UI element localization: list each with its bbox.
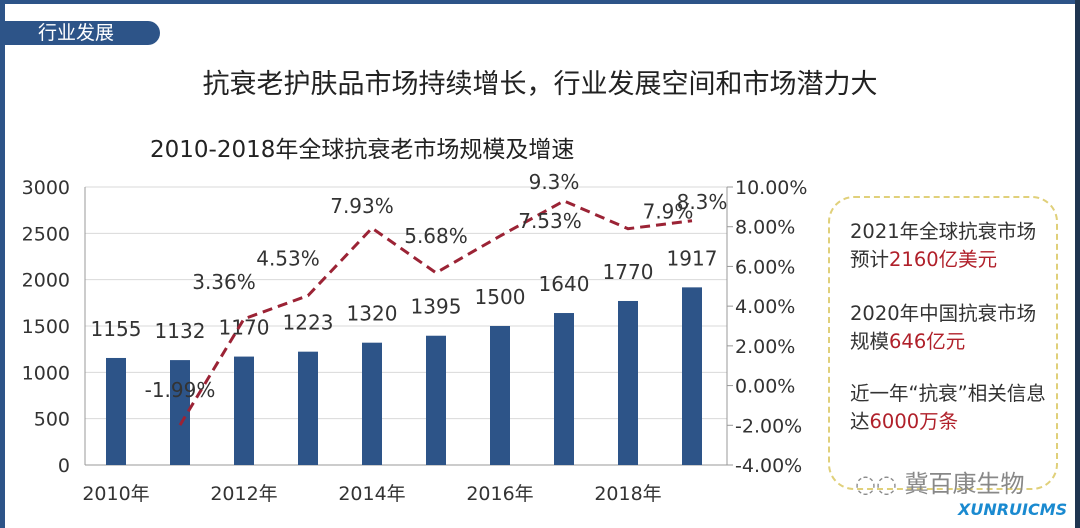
x-tick-label: 2016年 [466,483,533,505]
bar [426,335,446,465]
growth-label: 8.3% [677,190,728,214]
watermark: ◌◌ 冀百康生物 [855,470,1025,498]
bar [490,326,510,465]
y-right-tick-label: -4.00% [735,455,802,477]
y-left-tick-label: 2500 [22,223,70,245]
bar [298,351,318,465]
left-border [0,0,5,528]
growth-label: 9.3% [529,170,580,194]
y-left-tick-label: 1500 [22,316,70,338]
y-left-tick-label: 3000 [22,177,70,199]
y-right-tick-label: 0.00% [735,376,795,398]
top-border [0,0,1080,4]
brand-watermark: XUNRUICMS [958,500,1068,519]
growth-label: 7.93% [330,194,394,218]
page-title: 抗衰老护肤品市场持续增长，行业发展空间和市场潜力大 [202,69,878,100]
bar [234,356,254,465]
x-tick-label: 2014年 [338,483,405,505]
x-tick-label: 2018年 [594,483,661,505]
x-tick-label: 2012年 [210,483,277,505]
bar-label: 1132 [155,319,206,343]
bar-label: 1155 [91,317,142,341]
bar-label: 1170 [219,316,270,340]
y-right-tick-label: 10.00% [735,177,807,199]
y-left-tick-label: 1000 [22,362,70,384]
y-right-tick-label: 6.00% [735,256,795,278]
y-right-tick-label: -2.00% [735,415,802,437]
growth-label: 7.53% [518,209,582,233]
growth-label: 4.53% [256,247,320,271]
growth-label: -1.99% [145,378,216,402]
info-box: 2021年全球抗衰市场预计2160亿美元 2020年中国抗衰市场规模646亿元 … [828,196,1058,490]
bar [106,357,126,465]
bar-label: 1223 [283,311,334,335]
info-item-2: 2020年中国抗衰市场规模646亿元 [850,302,1037,353]
y-right-tick-label: 2.00% [735,336,795,358]
y-left-tick-label: 2000 [22,270,70,292]
y-left-tick-label: 500 [34,409,70,431]
bar [362,342,382,465]
y-left-tick-label: 0 [58,455,70,477]
bar-label: 1640 [539,272,590,296]
bar-label: 1917 [667,246,718,270]
bar [618,300,638,465]
bar-label: 1500 [475,285,526,309]
section-label: 行业发展 [0,21,160,45]
info-item-3: 近一年“抗衰”相关信息达6000万条 [850,382,1046,433]
info-item-1: 2021年全球抗衰市场预计2160亿美元 [850,220,1037,271]
bar [554,313,574,465]
bar [170,360,190,465]
growth-line [178,199,693,426]
x-tick-label: 2010年 [82,483,149,505]
bar-label: 1395 [411,295,462,319]
bar-label: 1770 [603,260,654,284]
y-right-tick-label: 8.00% [735,217,795,239]
chart-title: 2010-2018年全球抗衰老市场规模及增速 [150,137,575,163]
y-right-tick-label: 4.00% [735,296,795,318]
bar [682,287,702,465]
bar-label: 1320 [347,302,398,326]
growth-label: 7.9% [643,200,694,224]
wechat-icon: ◌◌ [855,470,905,498]
growth-label: 5.68% [404,224,468,248]
growth-label: 3.36% [192,270,256,294]
right-border [1075,0,1080,528]
